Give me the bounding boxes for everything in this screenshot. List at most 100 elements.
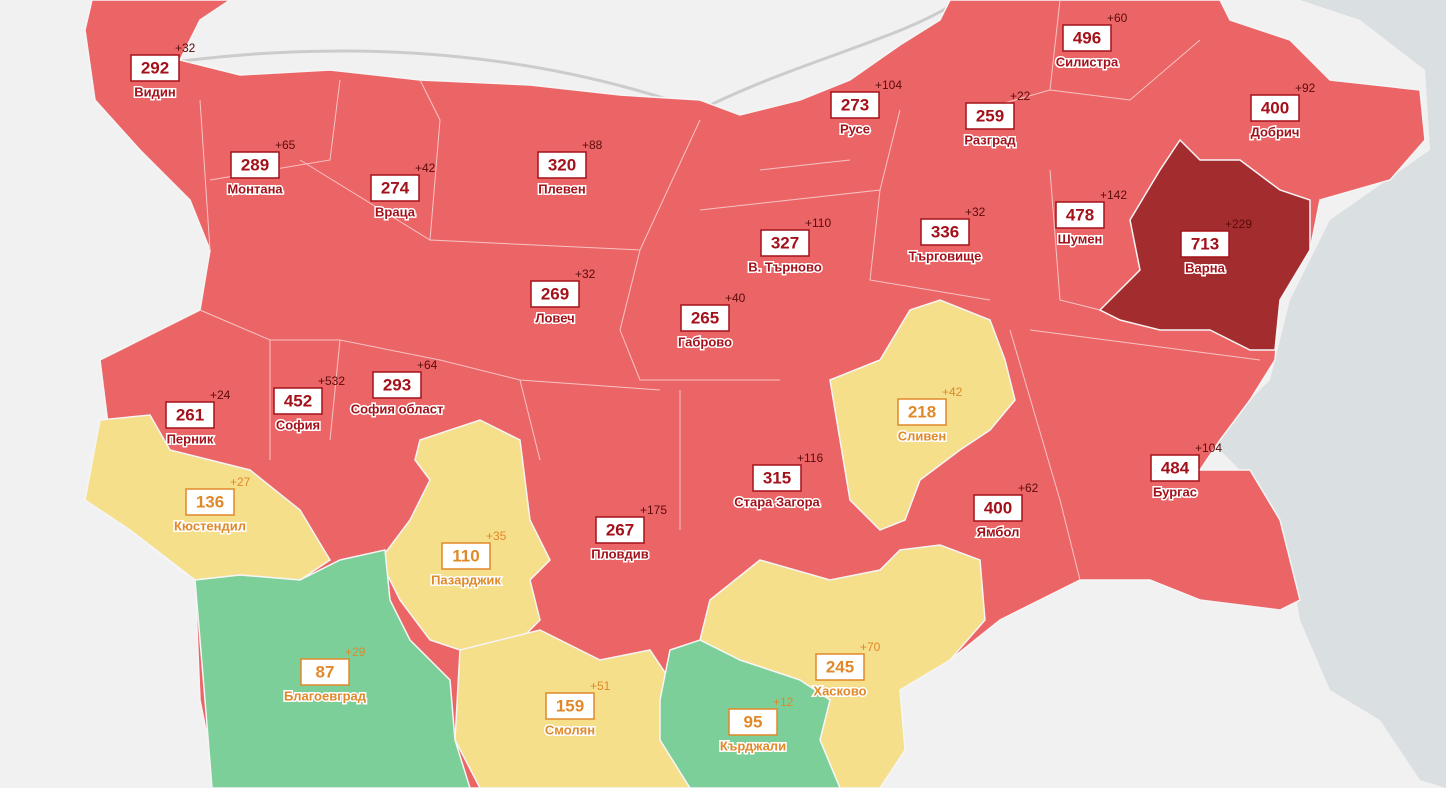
delta: +32 <box>965 205 986 219</box>
value-box <box>273 387 323 415</box>
delta: +110 <box>805 216 831 230</box>
value: 293 <box>383 375 411 394</box>
delta: +22 <box>1010 89 1031 103</box>
river <box>119 0 961 112</box>
delta: +27 <box>230 475 251 489</box>
value-box <box>728 708 778 736</box>
value: 274 <box>381 178 410 197</box>
value: 484 <box>1161 458 1190 477</box>
region-name: София <box>276 417 320 432</box>
value: 452 <box>284 391 312 410</box>
region-name: Стара Загора <box>734 494 820 509</box>
region-label: 336 +32 Търговище <box>907 205 986 265</box>
value-box <box>752 464 802 492</box>
region-name: Пловдив <box>591 546 649 561</box>
value: 289 <box>241 155 269 174</box>
value: 218 <box>908 402 936 421</box>
delta: +65 <box>275 138 296 152</box>
value-box <box>815 653 865 681</box>
region-label: 136 +27 Кюстендил <box>172 475 251 535</box>
region-name: Габрово <box>678 334 732 349</box>
value: 110 <box>452 546 479 565</box>
delta: +116 <box>797 451 823 465</box>
value: 713 <box>1191 234 1219 253</box>
value-box <box>920 218 970 246</box>
region-name: Враца <box>375 204 416 219</box>
value: 259 <box>976 106 1004 125</box>
value-box <box>1055 201 1105 229</box>
sea <box>1210 0 1446 788</box>
region-name: Ямбол <box>977 524 1020 539</box>
value-box <box>441 542 491 570</box>
value: 273 <box>841 95 869 114</box>
value: 265 <box>691 308 719 327</box>
region-label: 289 +65 Монтана <box>226 138 296 198</box>
value: 292 <box>141 58 169 77</box>
delta: +104 <box>875 78 902 92</box>
value: 261 <box>176 405 204 424</box>
value-box <box>680 304 730 332</box>
value: 478 <box>1066 205 1094 224</box>
delta: +175 <box>640 503 667 517</box>
value-box <box>370 174 420 202</box>
region-name: Кърджали <box>720 738 786 753</box>
region-label: 95 +12 Кърджали <box>718 695 794 755</box>
region-label: 400 +62 Ямбол <box>973 481 1039 541</box>
region-label: 320 +88 Плевен <box>537 138 603 198</box>
value-box <box>230 151 280 179</box>
region-name: Разград <box>964 132 1016 147</box>
value-box <box>1180 230 1230 258</box>
region-label: 110 +35 Пазарджик <box>430 529 507 589</box>
delta: +229 <box>1225 217 1252 231</box>
region-label: 496 +60 Силистра <box>1054 11 1128 71</box>
region-name: Монтана <box>227 181 283 196</box>
delta: +60 <box>1107 11 1128 25</box>
region-label: 273 +104 Русе <box>830 78 902 138</box>
delta: +42 <box>415 161 436 175</box>
region-name: Перник <box>167 431 214 446</box>
region-name: Добрич <box>1251 124 1300 139</box>
value: 327 <box>771 233 799 252</box>
region-name: Хасково <box>813 683 866 698</box>
value-box <box>595 516 645 544</box>
delta: +64 <box>417 358 438 372</box>
delta: +88 <box>582 138 603 152</box>
region-label: 267 +175 Пловдив <box>590 503 668 563</box>
region-label: 87 +29 Благоевград <box>282 645 368 705</box>
region-label: 315 +116 Стара Загора <box>733 451 824 511</box>
value: 95 <box>744 712 763 731</box>
value: 267 <box>606 520 634 539</box>
region-name: Благоевград <box>284 688 367 703</box>
value-box <box>537 151 587 179</box>
labels: 292 +32 Видин 289 +65 Монтана 274 +42 Враца 320 +8… <box>130 11 1316 755</box>
region-label: 274 +42 Враца <box>370 161 436 221</box>
value-box <box>965 102 1015 130</box>
borders <box>199 0 1261 581</box>
value: 159 <box>556 696 584 715</box>
value: 136 <box>196 492 224 511</box>
region-label: 292 +32 Видин <box>130 41 196 101</box>
region-name: Русе <box>840 121 870 136</box>
region-name: Силистра <box>1056 54 1119 69</box>
region-label: 293 +64 София област <box>349 358 445 418</box>
delta: +35 <box>486 529 507 543</box>
value: 400 <box>1261 98 1289 117</box>
value-box <box>530 280 580 308</box>
region-label: 265 +40 Габрово <box>676 291 745 351</box>
value-box <box>185 488 235 516</box>
delta: +104 <box>1195 441 1222 455</box>
value: 245 <box>826 657 854 676</box>
region-label: 259 +22 Разград <box>963 89 1031 149</box>
value-box <box>165 401 215 429</box>
region-name: Търговище <box>909 248 982 263</box>
region-label: 218 +42 Сливен <box>896 385 962 445</box>
region-name: Варна <box>1185 260 1225 275</box>
delta: +12 <box>773 695 794 709</box>
region-label: 484 +104 Бургас <box>1150 441 1222 501</box>
region-name: София област <box>351 401 444 416</box>
region-label: 327 +110 В. Търново <box>747 216 832 276</box>
delta: +70 <box>860 640 881 654</box>
delta: +32 <box>575 267 596 281</box>
